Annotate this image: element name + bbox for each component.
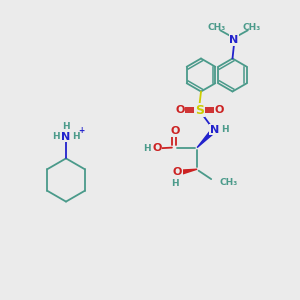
Text: O: O xyxy=(152,143,162,153)
Text: +: + xyxy=(79,126,85,135)
Polygon shape xyxy=(197,131,213,148)
Polygon shape xyxy=(181,169,197,174)
Text: CH₃: CH₃ xyxy=(242,23,260,32)
Text: S: S xyxy=(195,103,204,117)
Text: H: H xyxy=(171,179,178,188)
Text: O: O xyxy=(173,167,182,177)
Text: O: O xyxy=(214,105,224,115)
Text: N: N xyxy=(210,124,219,135)
Text: N: N xyxy=(61,132,70,142)
Text: H: H xyxy=(62,122,70,131)
Text: O: O xyxy=(175,105,185,115)
Text: CH₃: CH₃ xyxy=(220,178,238,187)
Text: N: N xyxy=(230,35,238,45)
Text: O: O xyxy=(171,126,180,136)
Text: H: H xyxy=(143,144,151,153)
Text: H: H xyxy=(72,132,80,141)
Text: CH₃: CH₃ xyxy=(208,23,226,32)
Text: H: H xyxy=(52,132,60,141)
Text: H: H xyxy=(221,125,229,134)
